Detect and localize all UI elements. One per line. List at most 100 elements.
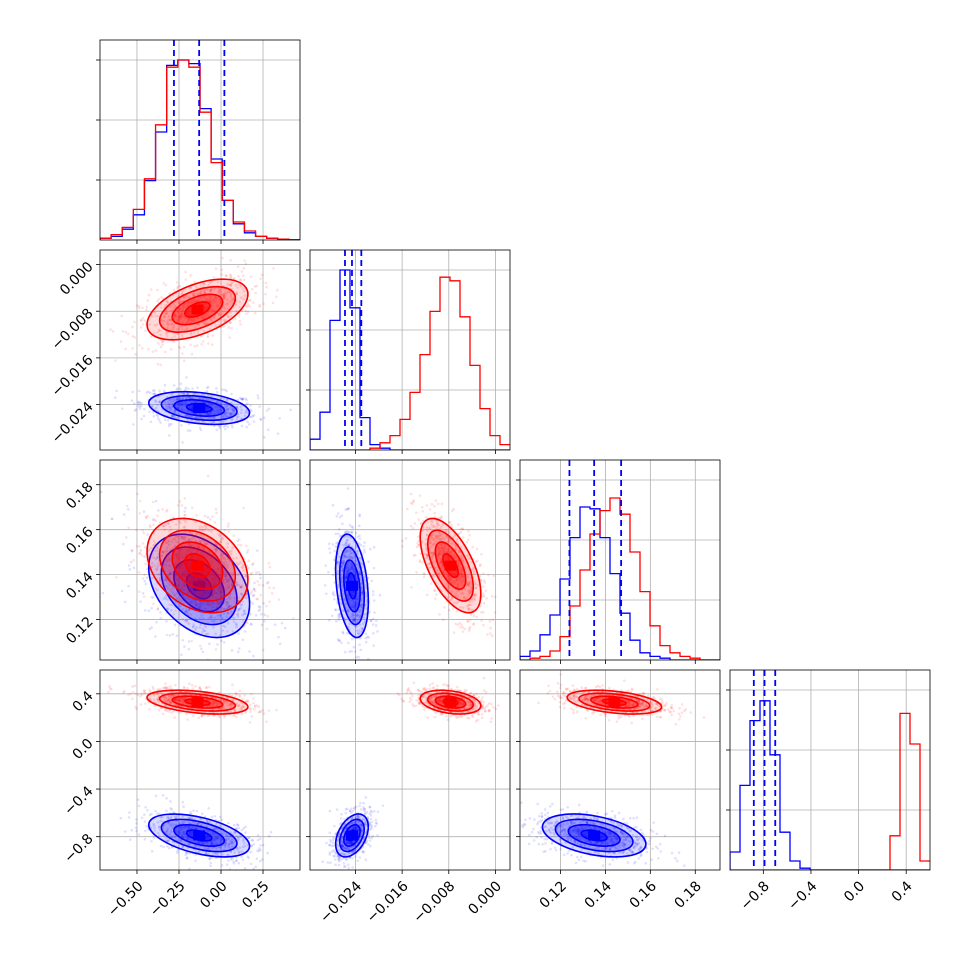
scatter-point [463,587,467,591]
scatter-point [227,859,230,862]
scatter-point [155,812,159,815]
scatter-point [238,278,242,281]
scatter-point [161,524,165,528]
scatter-point [201,525,205,529]
scatter-point [222,593,226,597]
scatter-point [180,827,183,831]
scatter-point [167,821,171,825]
scatter-point [459,625,462,629]
scatter-point [164,541,168,545]
scatter-point [165,797,168,800]
scatter-point [456,558,460,562]
scatter-point [242,506,245,510]
scatter-point [207,714,210,718]
scatter-point [211,852,215,856]
scatter-point [453,601,456,604]
scatter-point [207,601,210,605]
scatter-point [265,285,268,289]
scatter-point [353,618,357,622]
scatter-point [215,547,218,551]
scatter-point [198,817,202,821]
scatter-point [218,576,222,580]
scatter-point [165,584,168,588]
scatter-point [187,682,191,686]
scatter-point [237,647,241,650]
scatter-point [236,838,240,842]
scatter-point [150,812,153,816]
scatter-point [211,583,215,587]
scatter-point [169,571,172,575]
scatter-point [174,609,177,612]
scatter-point [179,535,183,539]
scatter-point [354,531,358,535]
scatter-point [235,291,239,294]
scatter-point [188,591,192,595]
scatter-point [345,570,349,574]
scatter-point [472,572,476,575]
scatter-point [346,566,349,569]
scatter-point [214,632,217,636]
scatter-point [469,591,472,594]
scatter-point [172,399,175,402]
scatter-point [347,553,351,557]
scatter-point [170,337,174,340]
scatter-point [226,584,230,587]
scatter-point [187,825,190,829]
scatter-point [145,576,149,579]
scatter-point [175,577,179,581]
scatter-point [198,412,202,416]
scatter-point [171,632,175,636]
scatter-point [159,819,163,823]
scatter-point [154,349,157,352]
scatter-point [361,627,364,631]
scatter-point [127,564,131,567]
scatter-point [238,305,241,309]
scatter-point [146,808,149,812]
scatter-point [184,270,187,274]
scatter-point [432,524,436,527]
scatter-point [177,548,181,551]
scatter-point [237,607,241,611]
scatter-point [240,408,243,412]
scatter-point [218,716,222,719]
scatter-point [218,614,222,617]
scatter-point [341,522,344,526]
scatter-point [355,598,359,601]
scatter-point [205,601,208,605]
scatter-point [180,598,184,602]
scatter-point [244,596,248,600]
scatter-point [434,534,438,538]
scatter-point [249,592,253,595]
scatter-point [185,576,189,580]
scatter-point [224,832,227,836]
scatter-point [215,390,219,394]
scatter-point [186,836,189,840]
scatter-point [204,314,207,318]
scatter-point [480,619,483,622]
scatter-point [209,578,213,582]
scatter-point [167,314,171,318]
scatter-point [465,540,469,544]
scatter-point [184,506,187,510]
scatter-point [348,622,351,626]
scatter-point [253,705,257,708]
scatter-point [195,626,198,629]
scatter-point [209,300,212,303]
scatter-point [221,579,225,582]
scatter-point [168,572,172,576]
scatter-point [156,608,160,611]
scatter-point [165,334,169,338]
scatter-point [148,323,152,326]
scatter-point [239,283,242,287]
scatter-point [200,593,204,596]
scatter-point [436,534,439,538]
scatter-point [213,415,217,419]
scatter-point [154,399,157,402]
scatter-point [478,564,482,567]
scatter-point [360,630,363,634]
scatter-point [213,837,216,841]
scatter-point [219,408,222,412]
scatter-point [127,816,131,819]
scatter-point [168,572,172,575]
